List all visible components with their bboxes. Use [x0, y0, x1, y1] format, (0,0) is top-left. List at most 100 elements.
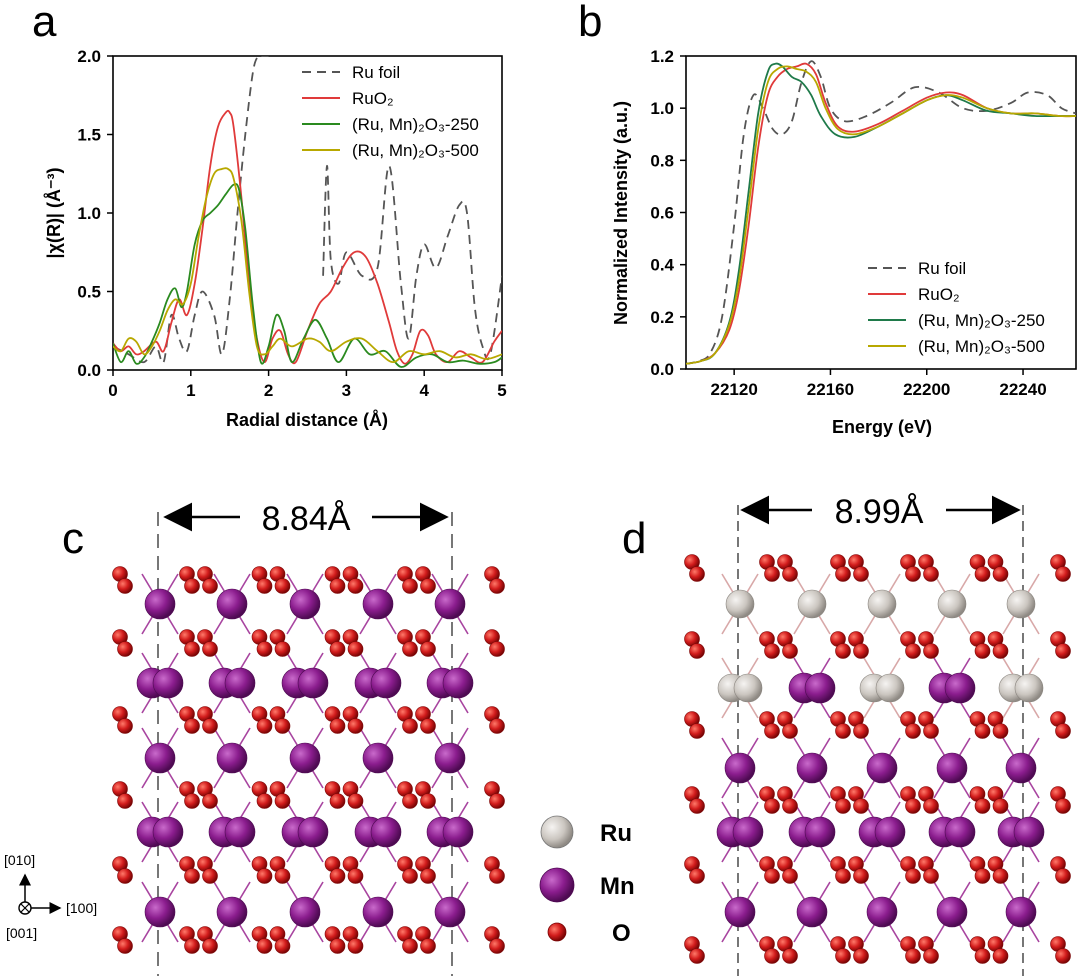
- o-atom: [489, 641, 505, 657]
- mn-atom: [289, 896, 321, 928]
- y-tick-label: 0.6: [650, 204, 674, 223]
- x-tick-label: 2: [264, 381, 273, 400]
- o-atom: [764, 723, 780, 739]
- y-tick-label: 0.8: [650, 151, 674, 170]
- o-atom: [347, 793, 364, 809]
- mn-atom: [732, 816, 764, 848]
- mn-atom: [370, 667, 402, 699]
- o-atom: [117, 718, 133, 734]
- o-atom: [256, 868, 273, 884]
- o-atom: [853, 798, 869, 814]
- o-atom: [117, 868, 133, 884]
- mn-atom: [936, 752, 968, 784]
- o-atom: [347, 578, 364, 594]
- o-atom: [923, 723, 939, 739]
- crystal-axis-indicator: [010] [100] [001]: [4, 852, 97, 941]
- x-tick-label: 22200: [903, 380, 950, 399]
- o-atom: [402, 793, 418, 809]
- mn-atom: [936, 896, 968, 928]
- mn-atom: [152, 816, 184, 848]
- o-atom: [782, 566, 798, 582]
- o-atom: [402, 718, 418, 734]
- o-atom: [256, 578, 273, 594]
- o-atom: [905, 948, 921, 964]
- axis-label-right: [100]: [66, 900, 97, 916]
- chart-b-legend: Ru foil RuO₂ (Ru, Mn)₂O₃-250 (Ru, Mn)₂O₃-50…: [868, 259, 1045, 356]
- o-atom: [184, 793, 200, 809]
- o-atom: [689, 948, 705, 964]
- o-atom: [905, 798, 921, 814]
- o-atom: [347, 641, 364, 657]
- o-atom: [764, 868, 780, 884]
- o-atom: [489, 718, 505, 734]
- chart-b-xlabel: Energy (eV): [832, 417, 932, 437]
- mn-atom: [289, 742, 321, 774]
- mn-atom: [362, 588, 394, 620]
- x-tick-label: 3: [342, 381, 351, 400]
- o-atom: [992, 643, 1009, 659]
- o-atom: [202, 578, 218, 594]
- series-line: [686, 62, 1076, 365]
- mn-atom: [1005, 752, 1037, 784]
- o-atom: [853, 643, 869, 659]
- mn-atom-icon: [539, 867, 575, 903]
- ru-atom: [1006, 589, 1036, 619]
- o-atom: [1055, 566, 1071, 582]
- panel-label-b: b: [578, 0, 602, 46]
- x-tick-label: 22160: [807, 380, 854, 399]
- legend-label: (Ru, Mn)₂O₃-250: [918, 311, 1045, 330]
- mn-atom: [1005, 896, 1037, 928]
- o-atom: [402, 868, 418, 884]
- o-atom: [202, 641, 218, 657]
- o-atom: [202, 868, 218, 884]
- legend-label: Ru foil: [352, 63, 400, 82]
- axis-out-cross-icon: [20, 903, 30, 913]
- o-atom: [347, 868, 364, 884]
- o-atom: [923, 948, 939, 964]
- o-atom: [256, 793, 273, 809]
- element-label-ru: Ru: [600, 820, 632, 847]
- y-tick-label: 1.0: [650, 99, 674, 118]
- y-tick-label: 0.2: [650, 308, 674, 327]
- o-atom: [853, 723, 869, 739]
- o-atom: [923, 566, 939, 582]
- mn-atom: [144, 588, 176, 620]
- o-atom: [689, 566, 705, 582]
- series-line: [113, 56, 269, 364]
- o-atom: [689, 798, 705, 814]
- o-atom: [835, 948, 851, 964]
- y-tick-label: 1.2: [650, 47, 674, 66]
- o-atom: [329, 641, 346, 657]
- mn-atom: [796, 896, 828, 928]
- panel-label-c: c: [62, 514, 84, 563]
- mn-atom: [224, 667, 256, 699]
- o-atom: [329, 578, 346, 594]
- mn-atom: [944, 672, 976, 704]
- o-atom: [782, 948, 798, 964]
- axis-label-out: [001]: [6, 925, 37, 941]
- legend-label: Ru foil: [918, 259, 966, 278]
- panel-c-structure: 8.84Å: [112, 500, 505, 976]
- ru-atom-icon: [540, 815, 574, 849]
- mn-atom: [442, 816, 474, 848]
- mn-atom: [216, 896, 248, 928]
- element-label-o: O: [612, 920, 631, 947]
- y-tick-label: 0.0: [650, 360, 674, 379]
- o-atom: [974, 643, 991, 659]
- o-atom: [764, 643, 780, 659]
- x-tick-label: 1: [186, 381, 195, 400]
- o-atom: [420, 718, 436, 734]
- mn-atom: [289, 588, 321, 620]
- o-atom: [905, 566, 921, 582]
- o-atom: [782, 868, 798, 884]
- o-atom: [1055, 868, 1071, 884]
- o-atom: [835, 723, 851, 739]
- series-line: [113, 183, 502, 368]
- o-atom: [905, 868, 921, 884]
- panel-label-a: a: [32, 0, 57, 46]
- o-atom: [835, 868, 851, 884]
- y-tick-label: 1.0: [77, 204, 101, 223]
- chart-a-legend: Ru foil RuO₂ (Ru, Mn)₂O₃-250 (Ru, Mn)₂O₃-50…: [302, 63, 479, 160]
- mn-atom: [944, 816, 976, 848]
- chart-b-ylabel: Normalized Intensity (a.u.): [611, 101, 631, 325]
